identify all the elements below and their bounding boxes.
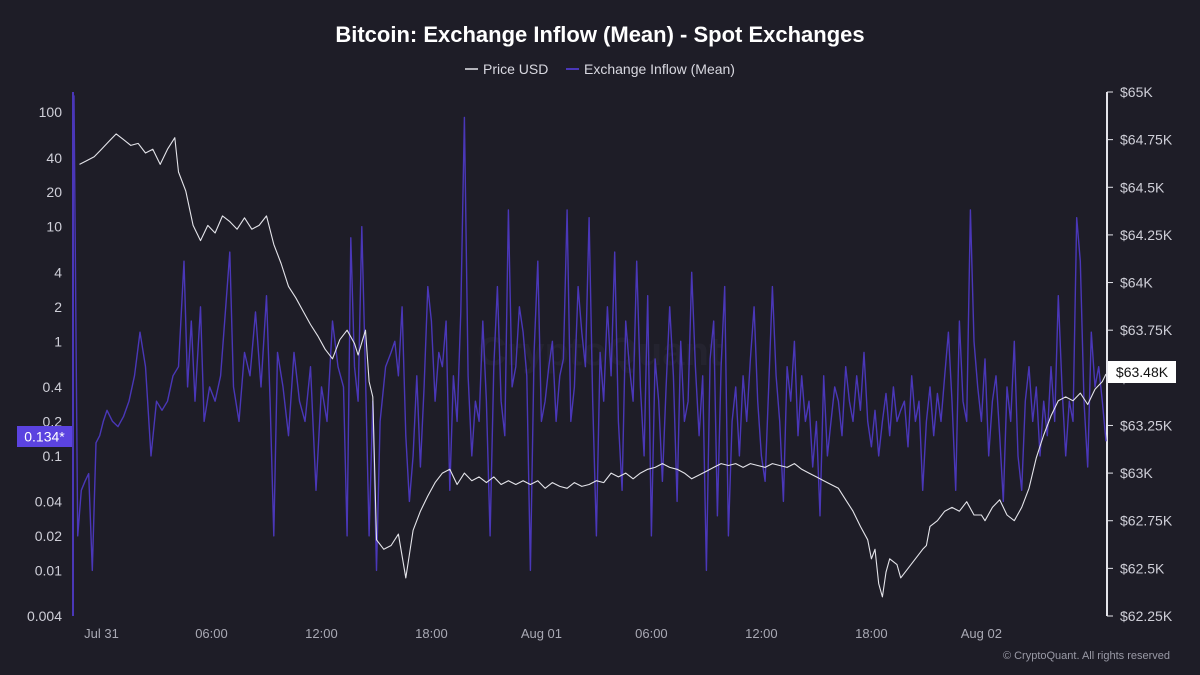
inflow-current-badge: 0.134* [17, 426, 72, 447]
x-tick-label: 06:00 [195, 626, 228, 641]
right-tick-label: $63K [1120, 465, 1153, 481]
x-axis-ticks: Jul 31 06:00 12:00 18:00 Aug 01 06:00 12:00 18:… [84, 626, 1002, 641]
right-tick-label: $64.25K [1120, 227, 1173, 243]
left-tick-label: 40 [46, 150, 62, 166]
left-tick-label: 0.04 [35, 493, 62, 509]
x-tick-label: 12:00 [305, 626, 338, 641]
right-tick-label: $63.25K [1120, 417, 1173, 433]
legend[interactable]: Price USD Exchange Inflow (Mean) [465, 61, 735, 77]
right-tick-label: $62.5K [1120, 560, 1165, 576]
right-tick-label: $62.75K [1120, 513, 1173, 529]
price-badge-bg [1108, 361, 1176, 383]
inflow-series-line [73, 95, 1107, 572]
left-tick-label: 100 [39, 104, 63, 120]
x-tick-label: Aug 02 [961, 626, 1002, 641]
left-tick-label: 0.2 [43, 413, 63, 429]
x-tick-label: 18:00 [415, 626, 448, 641]
left-tick-label: 0.01 [35, 562, 62, 578]
left-tick-label: 2 [54, 299, 62, 315]
right-tick-label: $63.75K [1120, 322, 1173, 338]
left-tick-label: 10 [46, 219, 62, 235]
x-tick-label: 18:00 [855, 626, 888, 641]
copyright-credit: © CryptoQuant. All rights reserved [1003, 650, 1170, 662]
right-tick-label: $64.75K [1120, 132, 1173, 148]
left-tick-label: 4 [54, 264, 62, 280]
x-tick-label: 06:00 [635, 626, 668, 641]
price-current-value: $63.48K [1116, 364, 1169, 380]
right-tick-label: $62.25K [1120, 608, 1173, 624]
right-tick-label: $64.5K [1120, 179, 1165, 195]
right-tick-label: $65K [1120, 84, 1153, 100]
price-series-line [79, 133, 1107, 598]
price-current-badge: $63.48K [1108, 361, 1176, 383]
chart-title: Bitcoin: Exchange Inflow (Mean) - Spot E… [335, 22, 864, 47]
series-layer [73, 95, 1107, 598]
left-tick-label: 0.4 [43, 379, 63, 395]
right-tick-label: $64K [1120, 275, 1153, 291]
left-tick-label: 1 [54, 333, 62, 349]
inflow-badge-bg [17, 426, 72, 447]
legend-price-label[interactable]: Price USD [483, 61, 548, 77]
legend-inflow-label[interactable]: Exchange Inflow (Mean) [584, 61, 735, 77]
left-tick-label: 0.004 [27, 608, 62, 624]
x-tick-label: Aug 01 [521, 626, 562, 641]
inflow-current-value: 0.134* [24, 429, 65, 445]
left-tick-label: 20 [46, 184, 62, 200]
left-tick-label: 0.1 [43, 448, 63, 464]
x-tick-label: 12:00 [745, 626, 778, 641]
x-tick-label: Jul 31 [84, 626, 119, 641]
left-tick-label: 0.02 [35, 528, 62, 544]
left-axis-ticks: 100 40 20 10 4 2 1 0.4 0.2 0.1 0.04 0.02 0.01 0.004 [27, 104, 62, 624]
